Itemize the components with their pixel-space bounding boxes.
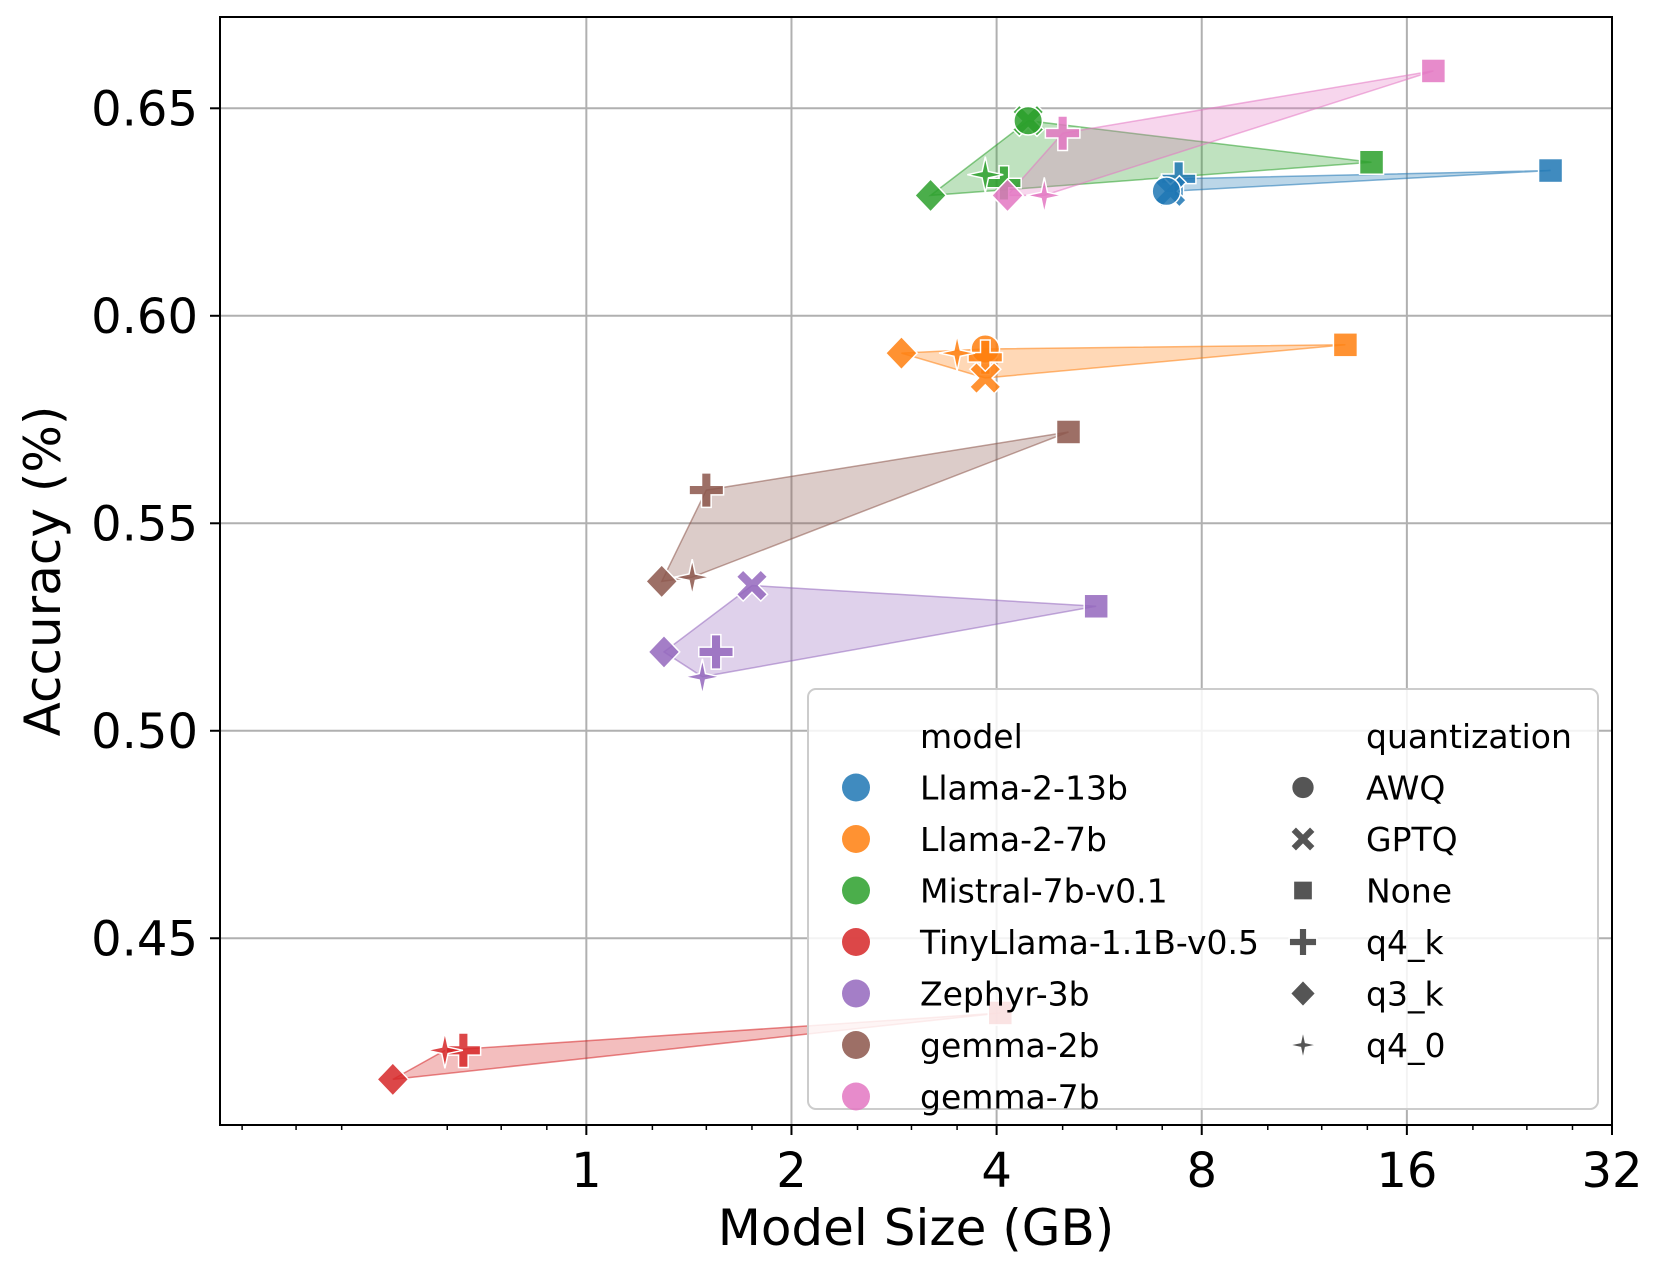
point-mistral-7b-v0-1-q4-0 [967, 156, 1004, 193]
legend-marker-gptq [1289, 825, 1317, 853]
point-mistral-7b-v0-1-none [1358, 149, 1385, 175]
hull-mistral-7b-v0-1 [928, 119, 1372, 197]
legend-label-awq: AWQ [1366, 769, 1445, 808]
legend-label-tinyllama-1-1b-v0-5: TinyLlama-1.1B-v0.5 [919, 923, 1259, 962]
y-tick-label: 0.55 [91, 496, 198, 552]
point-gemma-7b-q3-k [990, 177, 1025, 214]
point-llama-2-13b-none [1537, 157, 1564, 184]
point-mistral-7b-v0-1-q3-k [913, 177, 948, 214]
point-mistral-7b-v0-1-awq [1013, 105, 1044, 136]
legend-label-gemma-7b: gemma-7b [920, 1078, 1100, 1117]
legend-marker-q4-k [1288, 927, 1318, 957]
point-llama-2-7b-q3-k [884, 335, 919, 371]
x-tick-label: 4 [981, 1143, 1012, 1199]
x-axis-label: Model Size (GB) [718, 1199, 1115, 1257]
hull-gemma-2b [660, 431, 1069, 583]
legend-label-q3-k: q3_k [1366, 975, 1444, 1014]
point-gemma-7b-q4-0 [1026, 177, 1063, 214]
legend-swatch-llama-2-7b [842, 825, 870, 853]
point-llama-2-7b-q4-0 [938, 334, 976, 372]
legend-label-gptq: GPTQ [1366, 820, 1458, 859]
legend-title-model: model [920, 717, 1023, 756]
legend-swatch-llama-2-13b [842, 773, 870, 802]
point-gemma-2b-none [1055, 419, 1082, 445]
legend-marker-q4-0 [1288, 1030, 1318, 1060]
point-llama-2-7b-gptq [968, 361, 1002, 395]
y-tick-label: 0.50 [91, 704, 198, 760]
x-tick-label: 16 [1376, 1143, 1437, 1199]
point-gemma-2b-q3-k [644, 563, 679, 599]
point-llama-2-7b-none [1332, 332, 1359, 358]
legend-label-q4-0: q4_0 [1366, 1026, 1445, 1065]
legend-label-llama-2-7b: Llama-2-7b [920, 820, 1107, 859]
x-tick-label: 32 [1581, 1143, 1642, 1199]
legend-swatch-zephyr-3b [842, 979, 870, 1008]
legend-label-llama-2-13b: Llama-2-13b [920, 769, 1128, 808]
point-gemma-7b-none [1420, 58, 1447, 84]
point-gemma-7b-q4-k [1044, 115, 1081, 152]
point-zephyr-3b-q4-k [698, 633, 735, 670]
legend-marker-none [1292, 880, 1314, 901]
legend-swatch-mistral-7b-v0-1 [842, 876, 870, 905]
y-tick-label: 0.65 [91, 81, 198, 137]
point-tinyllama-1-1b-v0-5-q3-k [376, 1061, 410, 1097]
legend-title-quantization: quantization [1366, 717, 1572, 756]
hull-zephyr-3b [662, 584, 1097, 678]
legend-label-gemma-2b: gemma-2b [920, 1026, 1100, 1065]
point-zephyr-3b-gptq [735, 568, 769, 603]
point-zephyr-3b-q3-k [647, 634, 681, 670]
legend-label-none: None [1366, 872, 1452, 911]
plot-frame [219, 16, 1613, 1126]
point-zephyr-3b-q4-0 [684, 658, 721, 695]
x-tick-label: 2 [776, 1143, 807, 1199]
x-tick-label: 1 [571, 1143, 602, 1199]
legend-marker-awq [1290, 775, 1316, 800]
y-axis-label: Accuracy (%) [14, 406, 72, 737]
legend-swatch-gemma-2b [842, 1031, 870, 1059]
legend-box [807, 688, 1599, 1110]
legend: model quantization Llama-2-13b Llama-2-7b Mi… [807, 688, 1599, 1117]
legend-swatch-tinyllama-1-1b-v0-5 [842, 928, 870, 956]
data-points [376, 58, 1564, 1097]
legend-swatch-gemma-7b [842, 1082, 870, 1111]
y-tick-label: 0.45 [91, 911, 198, 967]
x-tick-label: 8 [1186, 1143, 1217, 1199]
legend-label-zephyr-3b: Zephyr-3b [920, 975, 1090, 1014]
point-gemma-2b-q4-0 [674, 559, 711, 596]
point-llama-2-13b-awq [1151, 176, 1182, 207]
point-gemma-2b-q4-k [688, 472, 725, 509]
point-zephyr-3b-none [1083, 593, 1109, 620]
y-tick-label: 0.60 [91, 289, 198, 345]
legend-marker-q3-k [1289, 979, 1317, 1008]
axis-ticks: 1 2 4 8 16 32 0.45 0.50 0.55 0.60 0.65 [91, 81, 1642, 1199]
legend-label-mistral-7b-v0-1: Mistral-7b-v0.1 [920, 872, 1168, 911]
point-tinyllama-1-1b-v0-5-q4-0 [426, 1032, 464, 1069]
legend-label-q4-k: q4_k [1366, 923, 1444, 962]
